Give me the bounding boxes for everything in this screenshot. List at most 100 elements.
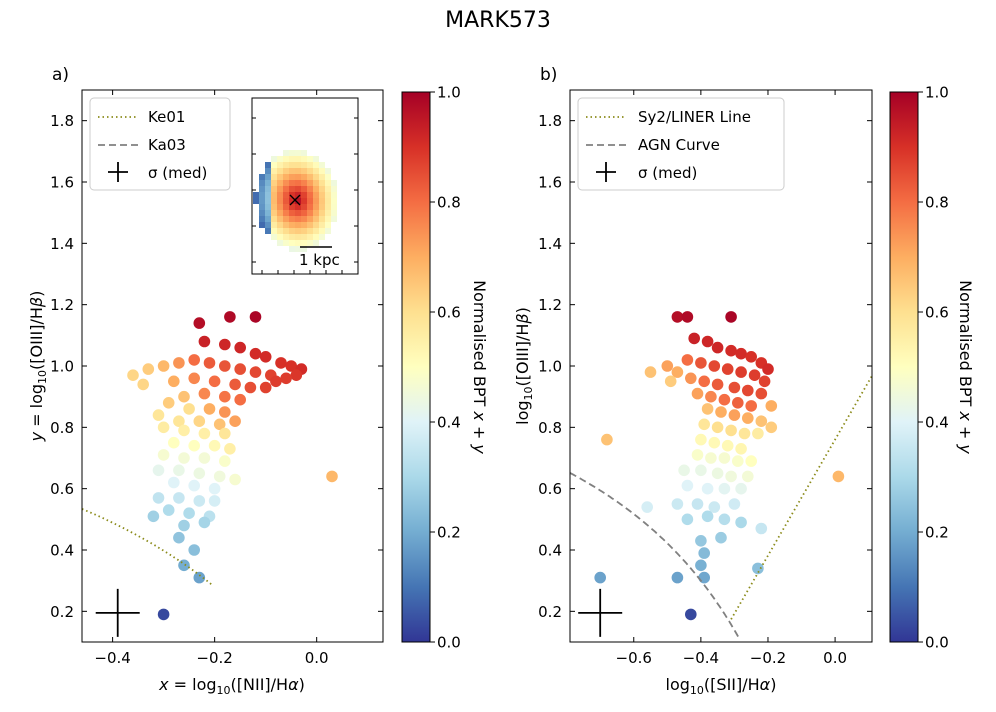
colorbar-a-ticks: 0.0 0.2 0.4 0.6 0.8 1.0 bbox=[430, 84, 461, 652]
panel-a-point-40 bbox=[173, 415, 185, 428]
panel-b-xtick-label-1: −0.4 bbox=[683, 649, 719, 667]
panel-b-point-72 bbox=[735, 516, 747, 529]
colorbar-0-tick-label-1: 0.2 bbox=[437, 524, 461, 542]
colorbar-b-gradient bbox=[889, 91, 919, 643]
panel-b-ylabel: log10([OIII]/Hβ) bbox=[513, 307, 535, 425]
panel-a-point-50 bbox=[208, 439, 221, 452]
legend-sigma-label: σ (med) bbox=[148, 164, 207, 182]
panel-a-point-64 bbox=[152, 492, 165, 504]
panel-a-point-26 bbox=[208, 375, 221, 388]
panel-a-point-68 bbox=[162, 504, 175, 516]
panel-a-xtick-label-0: −0.4 bbox=[94, 649, 130, 667]
panel-b-ytick-label-6: 1.4 bbox=[538, 235, 562, 253]
panel-b-point-28 bbox=[691, 387, 704, 400]
panel-a-point-49 bbox=[188, 439, 200, 452]
panel-b-ytick-label-8: 1.8 bbox=[538, 112, 562, 130]
panel-a-point-67 bbox=[208, 495, 221, 507]
panel-a-point-9 bbox=[285, 360, 298, 372]
panel-b-point-83 bbox=[832, 470, 845, 483]
panel-a-point-23 bbox=[137, 378, 149, 391]
panel-b-point-12 bbox=[695, 357, 707, 369]
panel-b-point-50 bbox=[691, 449, 704, 461]
panel-b-ytick-label-5: 1.2 bbox=[538, 296, 562, 314]
panel-a-point-41 bbox=[193, 415, 206, 428]
panel-a-inset: 1 kpc bbox=[251, 97, 359, 275]
panel-a-point-43 bbox=[229, 415, 241, 428]
panel-a-ytick-label-6: 1.4 bbox=[50, 235, 74, 253]
panel-b-point-8 bbox=[745, 351, 757, 363]
panel-b-points bbox=[594, 311, 845, 621]
panel-a-ytick-label-4: 1.0 bbox=[50, 358, 74, 376]
panel-b-xtick-label-3: 0.0 bbox=[823, 649, 847, 667]
panel-b-point-80 bbox=[671, 571, 684, 584]
panel-a-point-65 bbox=[173, 492, 185, 504]
panel-b-ytick-label-7: 1.6 bbox=[538, 174, 562, 192]
panel-a-point-2 bbox=[249, 311, 262, 323]
legend-ka03-label: Ka03 bbox=[148, 136, 186, 154]
panel-b-point-75 bbox=[715, 531, 727, 544]
panel-a-point-8 bbox=[275, 357, 287, 369]
panel-b-point-39 bbox=[765, 421, 778, 434]
panel-a-point-53 bbox=[178, 452, 190, 464]
panel-b-point-66 bbox=[691, 498, 704, 510]
panel-b-legend: Sy2/LINER Line AGN Curve σ (med) bbox=[577, 97, 785, 191]
panel-b-point-16 bbox=[748, 369, 761, 382]
panel-b-point-32 bbox=[745, 400, 757, 412]
panel-a-point-15 bbox=[234, 363, 246, 375]
panel-b-point-37 bbox=[742, 412, 754, 424]
colorbar-1-tick-label-3: 0.6 bbox=[925, 304, 949, 322]
panel-b-point-41 bbox=[711, 421, 724, 434]
panel-a-point-75 bbox=[188, 544, 200, 556]
panel-b-point-22 bbox=[698, 375, 710, 388]
panel-b-point-11 bbox=[681, 354, 694, 366]
panel-a-point-17 bbox=[203, 357, 216, 369]
panel-a-point-71 bbox=[147, 510, 160, 523]
panel-a-label: a) bbox=[52, 65, 69, 85]
panel-a-point-42 bbox=[213, 418, 226, 431]
panel-a-point-57 bbox=[173, 464, 185, 477]
panel-b-point-34 bbox=[701, 403, 714, 415]
panel-a-point-36 bbox=[183, 403, 195, 415]
panel-b-point-48 bbox=[721, 439, 734, 452]
colorbar-a-gradient bbox=[401, 91, 431, 643]
panel-b-agn-curve bbox=[569, 472, 741, 640]
panel-a-point-38 bbox=[219, 406, 231, 418]
panel-b-point-71 bbox=[718, 513, 731, 526]
panel-a-point-39 bbox=[152, 409, 165, 421]
panel-b-xtick-label-2: −0.2 bbox=[750, 649, 786, 667]
panel-a-point-0 bbox=[193, 317, 206, 329]
panel-a-point-44 bbox=[157, 421, 170, 434]
panel-a-point-35 bbox=[162, 397, 175, 409]
panel-b-point-23 bbox=[711, 378, 724, 391]
panel-a-point-62 bbox=[208, 482, 221, 495]
panel-a-point-34 bbox=[178, 390, 190, 403]
panel-a-point-61 bbox=[188, 479, 200, 492]
panel-a-point-11 bbox=[290, 369, 303, 382]
panel-b-point-27 bbox=[664, 375, 677, 388]
colorbar-1-tick-label-2: 0.4 bbox=[925, 414, 949, 432]
colorbar-b-ticks: 0.0 0.2 0.4 0.6 0.8 1.0 bbox=[918, 84, 949, 652]
panel-a-ylabel: y = log10([OIII]/Hβ) bbox=[27, 291, 49, 443]
panel-a-point-48 bbox=[168, 436, 180, 449]
colorbar-a: 0.0 0.2 0.4 0.6 0.8 1.0 Normalised BPT x + y bbox=[401, 84, 489, 652]
colorbar-a-label: Normalised BPT x + y bbox=[470, 280, 489, 454]
inset-centroid-x bbox=[289, 194, 301, 206]
panel-a-point-25 bbox=[188, 372, 200, 385]
panel-b-ytick-label-1: 0.4 bbox=[538, 542, 562, 560]
panel-a-point-33 bbox=[234, 393, 246, 406]
panel-b-point-43 bbox=[738, 427, 751, 440]
panel-a-point-20 bbox=[157, 360, 170, 372]
panel-b-point-13 bbox=[708, 360, 721, 372]
panel-b-point-36 bbox=[728, 409, 741, 421]
panel-b-point-18 bbox=[661, 360, 674, 372]
panel-a-point-63 bbox=[229, 473, 241, 486]
panel-b-point-68 bbox=[728, 498, 741, 510]
inset-pixel-map bbox=[253, 150, 337, 252]
panel-b-point-82 bbox=[685, 608, 697, 621]
panel-a-ytick-label-8: 1.8 bbox=[50, 112, 74, 130]
legend-sigma-b-label: σ (med) bbox=[638, 164, 697, 182]
panel-b-point-19 bbox=[644, 366, 657, 378]
panel-b-point-21 bbox=[685, 372, 697, 385]
panel-a-point-7 bbox=[259, 351, 272, 363]
panel-a-point-60 bbox=[168, 476, 180, 489]
